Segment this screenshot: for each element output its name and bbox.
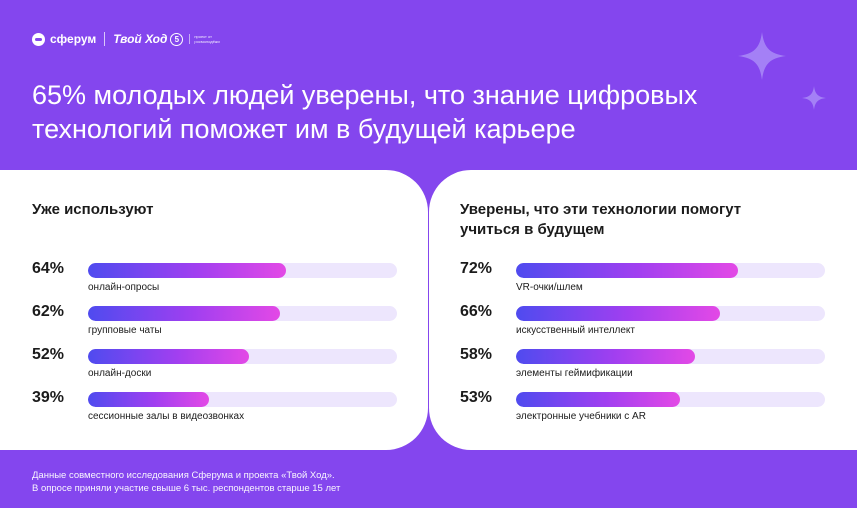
bar-category-label: VR-очки/шлем bbox=[516, 282, 583, 293]
bar-track bbox=[88, 392, 397, 407]
bar-track bbox=[88, 263, 397, 278]
bar-row: 39% сессионные залы в видеозвонках bbox=[32, 389, 412, 429]
bar-value-label: 62% bbox=[32, 303, 65, 320]
bar bbox=[88, 392, 209, 407]
bar-row: 62% групповые чаты bbox=[32, 303, 412, 343]
logo-tagline: проект от росмолодёжи bbox=[189, 34, 223, 44]
bar bbox=[88, 349, 249, 364]
bar-category-label: онлайн-доски bbox=[88, 368, 152, 379]
sferum-logo: сферум bbox=[32, 32, 96, 46]
bar-category-label: элементы геймификации bbox=[516, 368, 633, 379]
bar bbox=[516, 306, 720, 321]
bar bbox=[88, 306, 280, 321]
footer-line: Данные совместного исследования Сферума … bbox=[32, 470, 335, 481]
tvoyhod-logo: Твой Ход 5 bbox=[113, 32, 184, 46]
bar-track bbox=[516, 306, 825, 321]
bar-track bbox=[516, 392, 825, 407]
sferum-logo-text: сферум bbox=[50, 32, 97, 46]
bar-category-label: онлайн-опросы bbox=[88, 282, 160, 293]
bar-category-label: искусственный интеллект bbox=[516, 325, 636, 336]
page-title: 65% молодых людей уверены, что знание ци… bbox=[32, 80, 698, 144]
bar-value-label: 52% bbox=[32, 346, 65, 363]
bar-track bbox=[516, 263, 825, 278]
bar-track bbox=[516, 349, 825, 364]
chart-title: Уже используют bbox=[32, 201, 154, 218]
bar-row: 66% искусственный интеллект bbox=[460, 303, 840, 343]
logo-divider bbox=[104, 32, 106, 46]
tvoyhod-logo-text: Твой Ход bbox=[113, 32, 168, 46]
bar-row: 72% VR-очки/шлем bbox=[460, 260, 840, 300]
bar-value-label: 66% bbox=[460, 303, 493, 320]
chart-card-already-use: Уже используют 64% онлайн-опросы 62% гру… bbox=[0, 170, 428, 450]
bar-value-label: 64% bbox=[32, 260, 65, 277]
sparkle-large-icon bbox=[738, 32, 786, 80]
sferum-logo-icon bbox=[32, 32, 45, 46]
bar-row: 52% онлайн-доски bbox=[32, 346, 412, 386]
bar bbox=[516, 349, 695, 364]
bar-row: 58% элементы геймификации bbox=[460, 346, 840, 386]
chart-card-future-learning: Уверены, что эти технологии помогут учит… bbox=[429, 170, 857, 450]
header-logos: сферум Твой Ход 5 проект от росмолодёжи bbox=[32, 32, 223, 46]
bar bbox=[88, 263, 286, 278]
bar bbox=[516, 263, 738, 278]
bar-value-label: 72% bbox=[460, 260, 493, 277]
footer-line: В опросе приняли участие свыше 6 тыс. ре… bbox=[32, 483, 341, 494]
tvoyhod-badge: 5 bbox=[170, 32, 184, 46]
bar-value-label: 53% bbox=[460, 389, 493, 406]
footer-note: Данные совместного исследования Сферума … bbox=[32, 469, 340, 495]
chart-title: Уверены, что эти технологии помогут учит… bbox=[460, 201, 742, 238]
bar-track bbox=[88, 306, 397, 321]
bar-row: 64% онлайн-опросы bbox=[32, 260, 412, 300]
bar-value-label: 58% bbox=[460, 346, 493, 363]
bar-category-label: электронные учебники с AR bbox=[516, 411, 646, 422]
bar-value-label: 39% bbox=[32, 389, 65, 406]
bar bbox=[516, 392, 680, 407]
bar-category-label: групповые чаты bbox=[88, 325, 162, 336]
bar-category-label: сессионные залы в видеозвонках bbox=[88, 411, 245, 422]
bar-row: 53% электронные учебники с AR bbox=[460, 389, 840, 429]
bar-track bbox=[88, 349, 397, 364]
sparkle-small-icon bbox=[802, 86, 826, 110]
